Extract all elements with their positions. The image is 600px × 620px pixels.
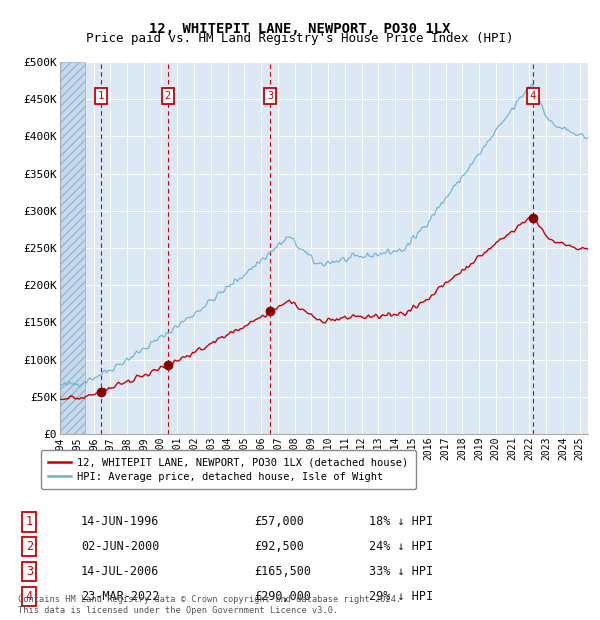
Text: £165,500: £165,500 xyxy=(254,565,311,578)
Text: 3: 3 xyxy=(267,91,274,101)
Text: 4: 4 xyxy=(26,590,33,603)
Text: £290,000: £290,000 xyxy=(254,590,311,603)
Text: 1: 1 xyxy=(98,91,104,101)
Text: 29% ↓ HPI: 29% ↓ HPI xyxy=(369,590,433,603)
Text: Contains HM Land Registry data © Crown copyright and database right 2024.: Contains HM Land Registry data © Crown c… xyxy=(18,595,401,604)
Text: Price paid vs. HM Land Registry's House Price Index (HPI): Price paid vs. HM Land Registry's House … xyxy=(86,32,514,45)
Text: 2: 2 xyxy=(164,91,171,101)
Text: 02-JUN-2000: 02-JUN-2000 xyxy=(81,540,160,553)
Text: 14-JUL-2006: 14-JUL-2006 xyxy=(81,565,160,578)
Text: 18% ↓ HPI: 18% ↓ HPI xyxy=(369,515,433,528)
Text: 33% ↓ HPI: 33% ↓ HPI xyxy=(369,565,433,578)
Text: £92,500: £92,500 xyxy=(254,540,304,553)
Bar xyxy=(60,62,85,434)
Text: 14-JUN-1996: 14-JUN-1996 xyxy=(81,515,160,528)
Text: 4: 4 xyxy=(530,91,536,101)
Text: 1: 1 xyxy=(26,515,33,528)
Text: 3: 3 xyxy=(26,565,33,578)
Text: £57,000: £57,000 xyxy=(254,515,304,528)
Legend: 12, WHITEPIT LANE, NEWPORT, PO30 1LX (detached house), HPI: Average price, detac: 12, WHITEPIT LANE, NEWPORT, PO30 1LX (de… xyxy=(41,450,416,489)
Text: This data is licensed under the Open Government Licence v3.0.: This data is licensed under the Open Gov… xyxy=(18,606,338,615)
Text: 12, WHITEPIT LANE, NEWPORT, PO30 1LX: 12, WHITEPIT LANE, NEWPORT, PO30 1LX xyxy=(149,22,451,36)
Text: 2: 2 xyxy=(26,540,33,553)
Text: 23-MAR-2022: 23-MAR-2022 xyxy=(81,590,160,603)
Text: 24% ↓ HPI: 24% ↓ HPI xyxy=(369,540,433,553)
